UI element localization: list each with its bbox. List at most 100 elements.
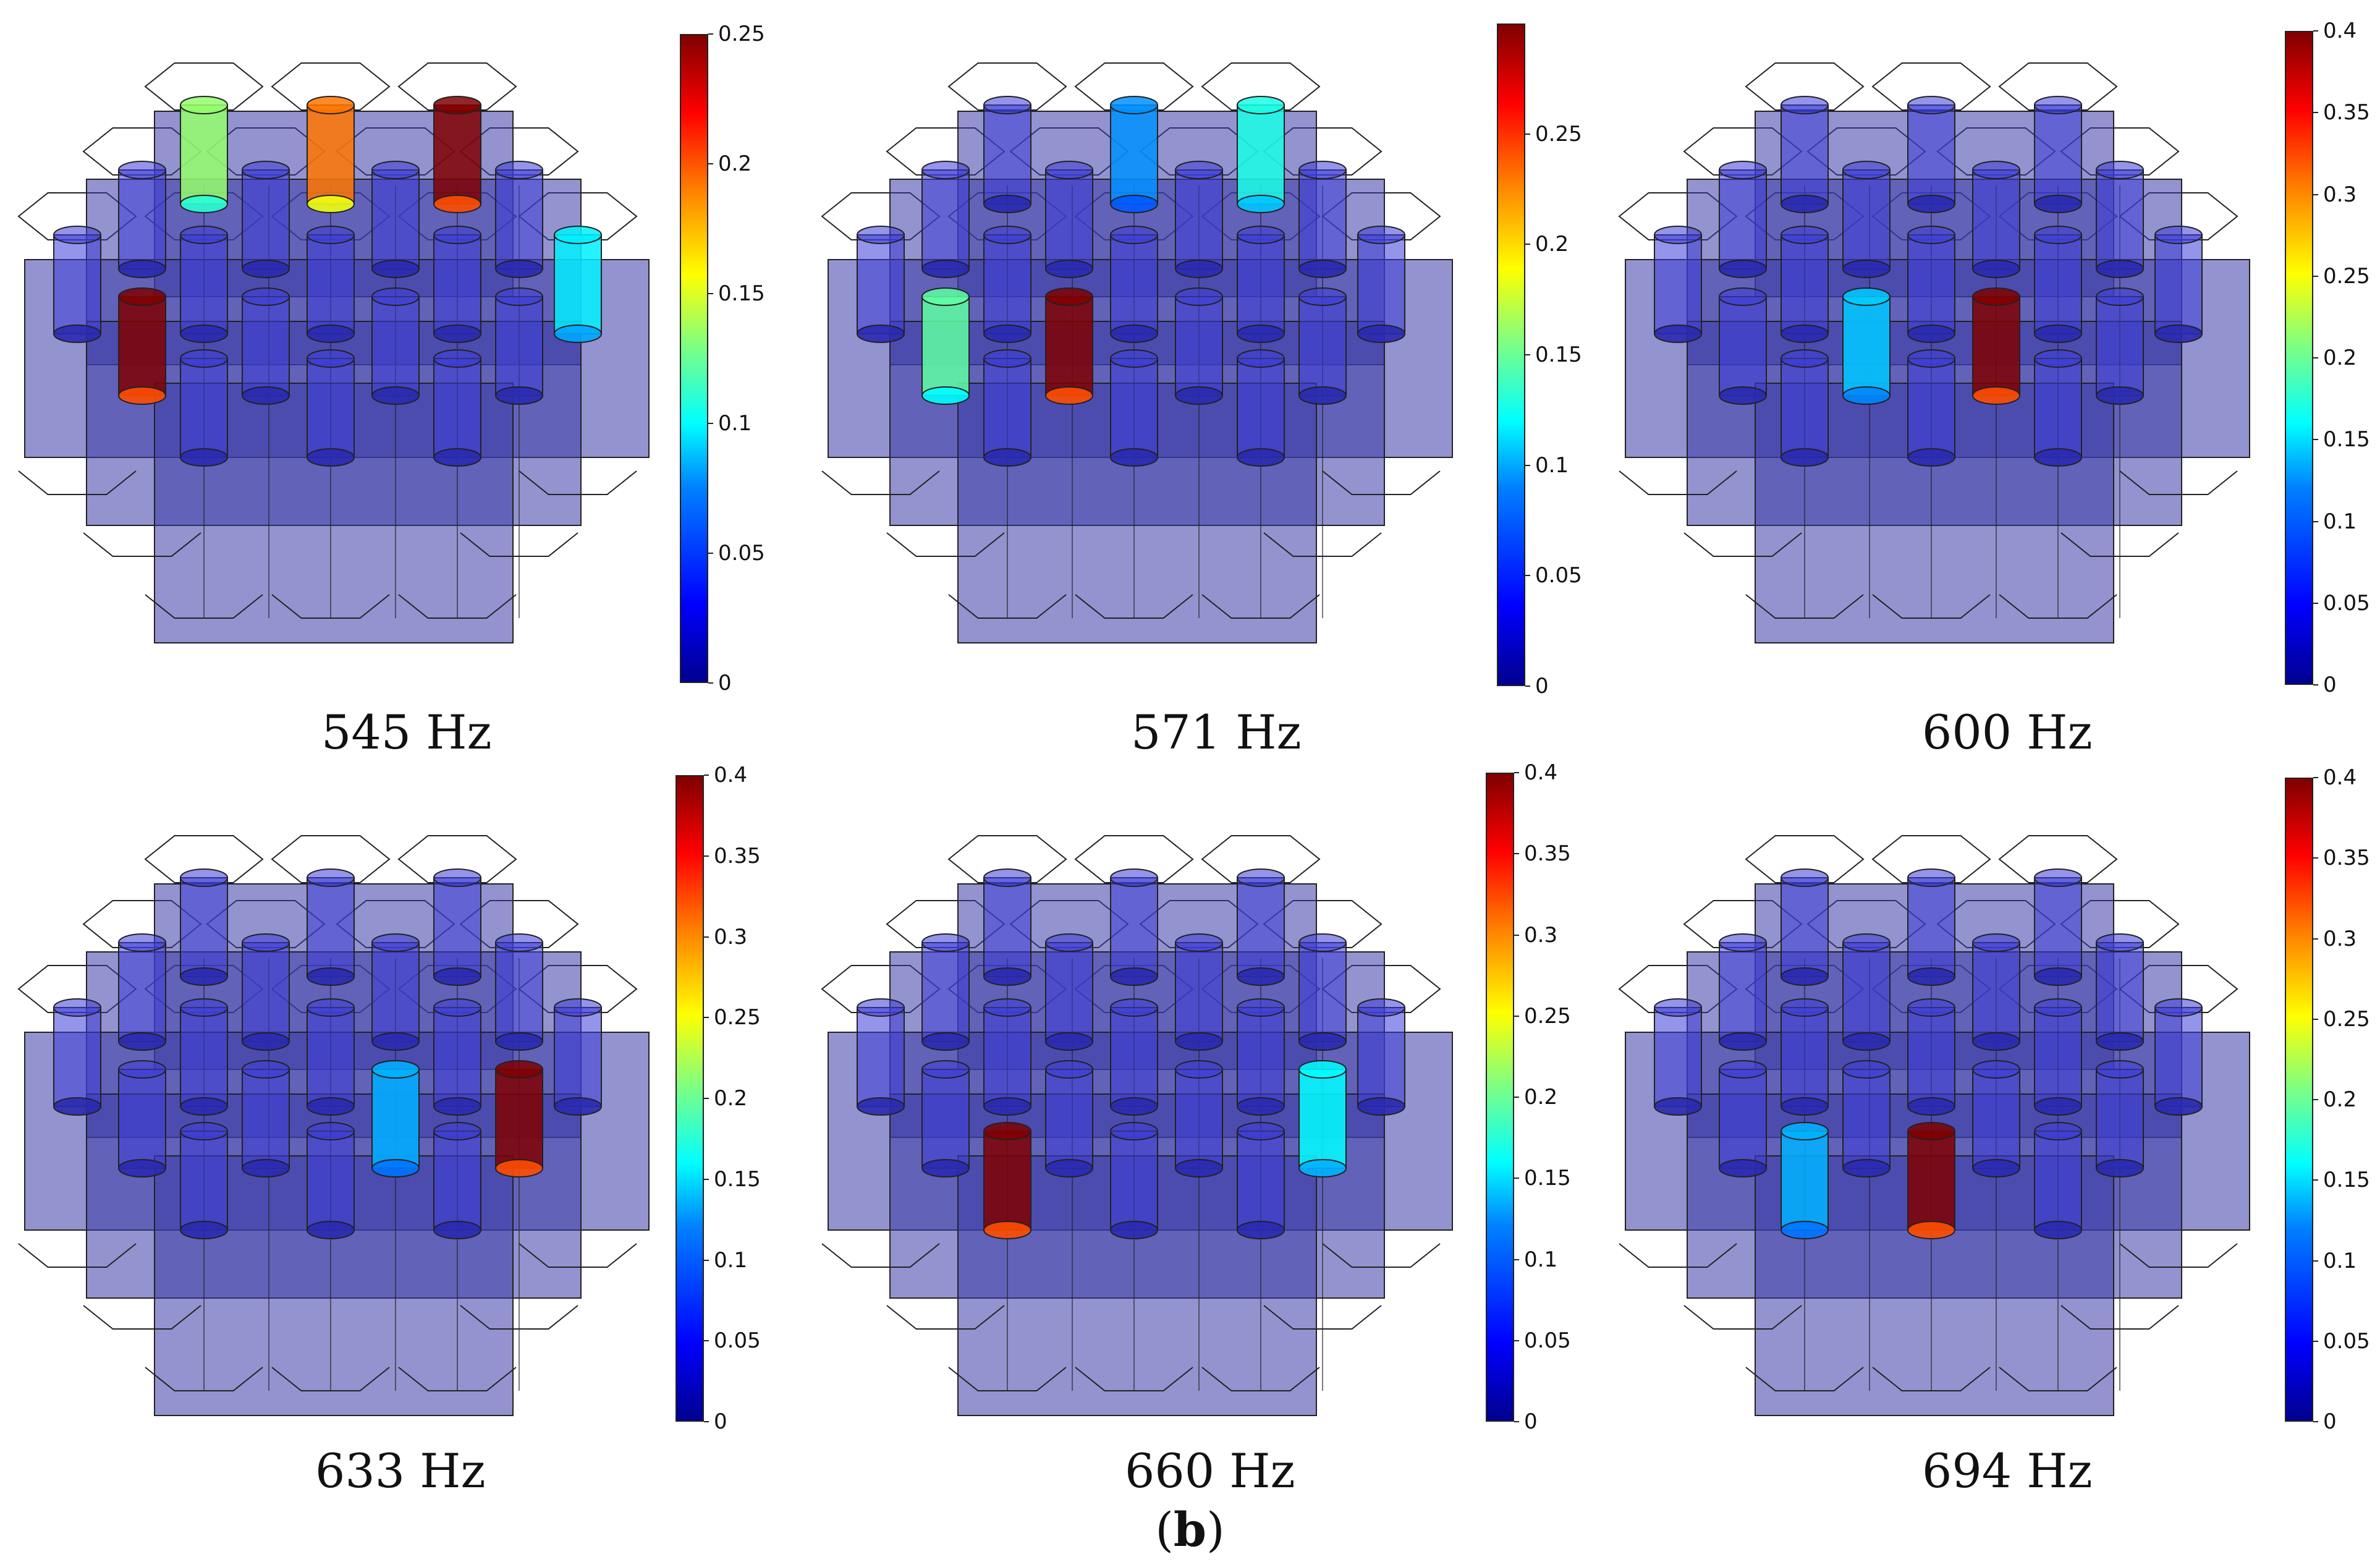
colorbar xyxy=(680,34,708,683)
cavity-highlighted xyxy=(1110,96,1158,213)
cavity-highlighted xyxy=(371,1060,420,1178)
hex-cell-outline xyxy=(397,62,517,111)
hex-bottom-outline xyxy=(18,470,137,495)
colorbar-tick-mark xyxy=(2313,1340,2318,1342)
cavity-highlighted xyxy=(1298,1060,1347,1178)
colorbar-tick-mark xyxy=(1514,853,1519,855)
colorbar-tick-label: 0.15 xyxy=(1535,342,1582,367)
cavity-highlighted xyxy=(1045,287,1093,405)
frequency-label: 694 Hz xyxy=(1922,1443,2093,1498)
caption-label: b xyxy=(1173,1502,1207,1557)
hex-cell-outline xyxy=(947,835,1067,883)
colorbar-tick-mark xyxy=(704,855,709,857)
colorbar-tick-label: 0.2 xyxy=(2323,346,2357,370)
hex-cell-outline xyxy=(271,62,391,111)
panel-571hz: 0 0.05 0.1 0.15 0.2 0.25 571 Hz xyxy=(803,0,1596,760)
cavity xyxy=(1654,226,1702,343)
hex-bottom-outline xyxy=(1263,532,1382,557)
colorbar-tick-label: 0 xyxy=(714,1409,727,1434)
cavity xyxy=(1110,1122,1158,1239)
panel-660hz: 0 0.05 0.1 0.15 0.2 0.25 0.3 0.35 0.4 660 Hz xyxy=(803,762,1596,1514)
colorbar-tick-label: 0.05 xyxy=(1524,1328,1571,1353)
cavity-highlighted xyxy=(118,287,166,405)
colorbar-tick-label: 0.3 xyxy=(2323,182,2357,207)
cavity xyxy=(180,868,228,986)
cavity xyxy=(1842,1060,1891,1178)
colorbar-tick-label: 0.4 xyxy=(1524,760,1558,785)
cavity xyxy=(371,161,420,278)
colorbar-tick-mark xyxy=(2313,275,2318,277)
cavity xyxy=(1045,1060,1093,1178)
colorbar-tick-mark xyxy=(2313,1421,2318,1422)
colorbar-tick-label: 0 xyxy=(718,671,732,695)
colorbar-tick-mark xyxy=(1514,1259,1519,1260)
colorbar-tick-mark xyxy=(2313,1179,2318,1181)
cavity xyxy=(307,868,355,986)
hex-cell-outline xyxy=(397,835,517,883)
colorbar-tick-label: 0.4 xyxy=(2323,19,2357,43)
colorbar-tick-label: 0.2 xyxy=(1524,1085,1558,1110)
hex-bottom-outline xyxy=(821,470,940,495)
cavity xyxy=(2096,933,2144,1051)
figure-caption: (b) xyxy=(0,1502,2380,1557)
colorbar-tick-mark xyxy=(2313,1260,2318,1262)
colorbar-tick-label: 0.15 xyxy=(1524,1166,1571,1191)
colorbar-tick-mark xyxy=(2313,602,2318,604)
colorbar-tick-label: 0 xyxy=(1524,1409,1538,1434)
resonator-array-3d-view xyxy=(1618,62,2250,643)
cavity xyxy=(307,1122,355,1239)
cavity xyxy=(1298,933,1347,1051)
hex-bottom-outline xyxy=(519,470,637,495)
cavity xyxy=(1237,998,1285,1116)
colorbar-tick-mark xyxy=(708,33,713,35)
colorbar-tick-mark xyxy=(2313,938,2318,940)
cavity xyxy=(495,161,543,278)
cavity xyxy=(433,349,481,467)
resonator-array-3d-view xyxy=(17,835,650,1416)
colorbar-tick-mark xyxy=(708,423,713,424)
cavity xyxy=(180,226,228,343)
hex-bottom-outline xyxy=(271,1367,390,1391)
colorbar-tick-label: 0.4 xyxy=(2323,765,2357,790)
panel-600hz: 0 0.05 0.1 0.15 0.2 0.25 0.3 0.35 0.4 600 Hz xyxy=(1601,0,2380,760)
colorbar-tick-label: 0.25 xyxy=(1535,121,1582,146)
cavity xyxy=(1357,998,1405,1116)
hex-cell-outline xyxy=(271,835,391,883)
hex-bottom-outline xyxy=(1683,1305,1802,1330)
cavity xyxy=(1781,226,1829,343)
cavity xyxy=(242,161,290,278)
colorbar-tick-mark xyxy=(704,1259,709,1261)
colorbar-tick-label: 0.05 xyxy=(2323,590,2370,616)
colorbar-tick-label: 0.25 xyxy=(2323,1006,2370,1032)
colorbar-tick-label: 0.1 xyxy=(2323,1248,2357,1273)
hex-bottom-outline xyxy=(2060,532,2179,557)
cavity xyxy=(1045,933,1093,1051)
cavity xyxy=(2034,1122,2082,1239)
cavity xyxy=(371,287,420,405)
colorbar-tick-label: 0 xyxy=(1535,674,1549,698)
colorbar xyxy=(1497,23,1525,686)
cavity xyxy=(2034,868,2082,986)
cavity xyxy=(983,349,1031,467)
cavity xyxy=(1175,1060,1223,1178)
cavity xyxy=(2154,226,2203,343)
colorbar-tick-label: 0.35 xyxy=(714,843,761,868)
cavity xyxy=(1842,933,1891,1051)
cavity xyxy=(1781,998,1829,1116)
hex-bottom-outline xyxy=(1683,532,1802,557)
hex-cell-outline xyxy=(1998,62,2118,111)
cavity xyxy=(1045,161,1093,278)
cavity xyxy=(1907,349,1955,467)
cavity-highlighted xyxy=(180,96,228,213)
hex-bottom-outline xyxy=(1745,594,1864,619)
colorbar-tick-mark xyxy=(1514,1015,1519,1017)
hex-bottom-outline xyxy=(398,594,517,619)
colorbar-tick-mark xyxy=(1514,1421,1519,1422)
panel-633hz: 0 0.05 0.1 0.15 0.2 0.25 0.3 0.35 0.4 633 Hz xyxy=(0,765,793,1514)
colorbar-tick-mark xyxy=(2313,30,2318,32)
colorbar-tick-label: 0.1 xyxy=(2323,509,2357,534)
cavity xyxy=(2096,161,2144,278)
cavity xyxy=(1357,226,1405,343)
cavity xyxy=(554,998,602,1116)
colorbar-tick-label: 0.25 xyxy=(714,1005,761,1030)
